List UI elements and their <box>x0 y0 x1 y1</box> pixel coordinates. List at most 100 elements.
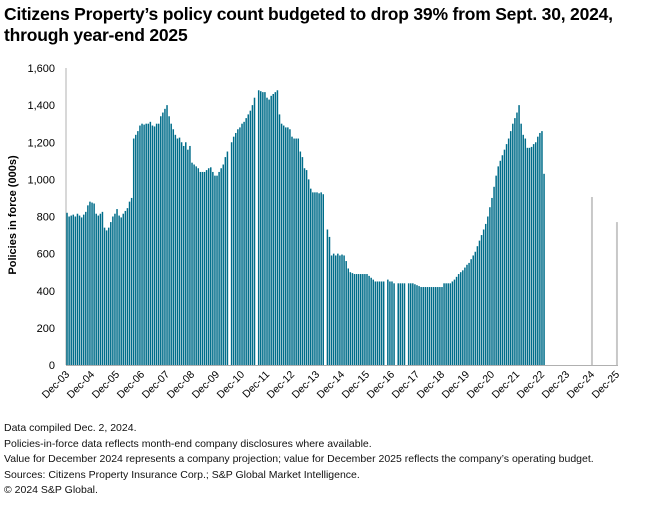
bar-actual <box>364 274 366 365</box>
y-tick-label: 1,600 <box>27 63 55 75</box>
bar-actual <box>126 208 129 365</box>
bar-actual <box>247 114 250 365</box>
bar-actual <box>391 281 393 365</box>
bar-actual <box>495 175 497 365</box>
bar-actual <box>351 273 354 365</box>
bar-actual <box>293 138 295 365</box>
bar-actual <box>107 227 110 365</box>
bar-actual <box>160 116 162 365</box>
footnote-projection: Value for December 2024 represents a com… <box>4 453 594 465</box>
bar-actual <box>299 151 302 365</box>
bar-actual <box>443 283 445 365</box>
bar-actual <box>441 287 443 365</box>
bar-actual <box>176 138 179 365</box>
bar-actual <box>272 93 275 366</box>
bar-actual <box>185 142 187 365</box>
bars <box>66 90 618 366</box>
bar-actual <box>143 124 145 366</box>
bar-actual <box>139 125 141 365</box>
bar-actual <box>449 283 452 365</box>
y-tick-label: 1,200 <box>27 137 55 149</box>
bar-actual <box>80 217 83 365</box>
bar-actual <box>116 209 118 365</box>
bar-actual <box>470 259 472 365</box>
bar-actual <box>505 144 508 365</box>
bar-actual <box>426 287 429 365</box>
bar-actual <box>237 129 239 365</box>
bar-actual <box>537 136 539 365</box>
y-axis: 0 200 400 600 800 1,000 1,200 1,400 1,600 <box>27 63 67 372</box>
bar-actual <box>214 175 216 365</box>
bar-actual <box>199 171 202 365</box>
bar-actual <box>135 134 137 365</box>
bar-actual <box>303 168 306 365</box>
bar-actual <box>180 142 183 365</box>
bar-actual <box>484 223 487 365</box>
bar-projection-dec-24 <box>590 197 593 365</box>
bar-actual <box>520 123 522 365</box>
bar-actual <box>464 267 466 365</box>
bar-actual <box>439 287 441 365</box>
bar-actual <box>174 134 177 365</box>
bar-actual <box>360 274 362 365</box>
bar-actual <box>516 112 518 365</box>
bar-actual <box>220 168 222 365</box>
bar-actual <box>345 261 347 365</box>
bar-actual <box>455 276 458 365</box>
bar-actual <box>341 254 343 365</box>
policy-count-bar-chart: 0 200 400 600 800 1,000 1,200 1,400 1,600 Dec-03… <box>7 63 623 402</box>
bar-actual <box>226 151 229 365</box>
bar-actual <box>355 274 358 365</box>
bar-actual <box>93 203 95 365</box>
bar-actual <box>480 235 483 365</box>
bar-actual <box>153 126 156 365</box>
bar-actual <box>503 149 506 365</box>
bar-actual <box>128 201 131 365</box>
bar-actual <box>378 281 381 365</box>
bar-actual <box>193 164 195 365</box>
bar-actual <box>468 262 470 365</box>
bar-actual <box>120 217 122 365</box>
bar-actual <box>322 194 324 365</box>
bar-actual <box>447 283 449 365</box>
bar-actual <box>195 166 197 365</box>
x-tick-label: Dec-25 <box>590 369 623 402</box>
bar-actual <box>68 216 70 365</box>
bar-actual <box>74 216 77 365</box>
bar-actual <box>85 211 87 365</box>
bar-actual <box>501 155 504 365</box>
bar-actual <box>301 157 304 365</box>
bar-actual <box>312 192 314 365</box>
bar-actual <box>114 213 116 365</box>
bar-actual <box>103 227 106 365</box>
bar-actual <box>349 272 352 365</box>
bar-actual <box>99 213 102 365</box>
y-tick-label: 1,400 <box>27 100 55 112</box>
bar-actual <box>482 229 485 365</box>
bar-actual <box>393 283 395 365</box>
chart-title: Citizens Property’s policy count budgete… <box>4 4 613 45</box>
bar-actual <box>210 167 212 365</box>
bar-actual <box>543 173 545 365</box>
bar-actual <box>420 287 422 365</box>
bar-actual <box>514 118 516 365</box>
bar-actual <box>416 285 418 365</box>
y-axis-label: Policies in force (000s) <box>7 155 19 275</box>
bar-actual <box>101 211 104 365</box>
bar-actual <box>89 201 91 365</box>
bar-actual <box>507 138 510 365</box>
bar-actual <box>518 105 520 366</box>
bar-actual <box>270 95 272 365</box>
bar-actual <box>457 274 460 365</box>
bar-actual <box>451 281 454 365</box>
bar-actual <box>528 147 531 365</box>
bar-actual <box>320 192 322 365</box>
y-tick-label: 800 <box>37 212 55 224</box>
bar-actual <box>295 138 297 365</box>
bar-actual <box>249 110 252 365</box>
bar-actual <box>353 274 356 365</box>
bar-actual <box>268 99 270 365</box>
bar-actual <box>253 97 256 365</box>
bar-actual <box>474 251 477 365</box>
bar-actual <box>399 283 402 365</box>
